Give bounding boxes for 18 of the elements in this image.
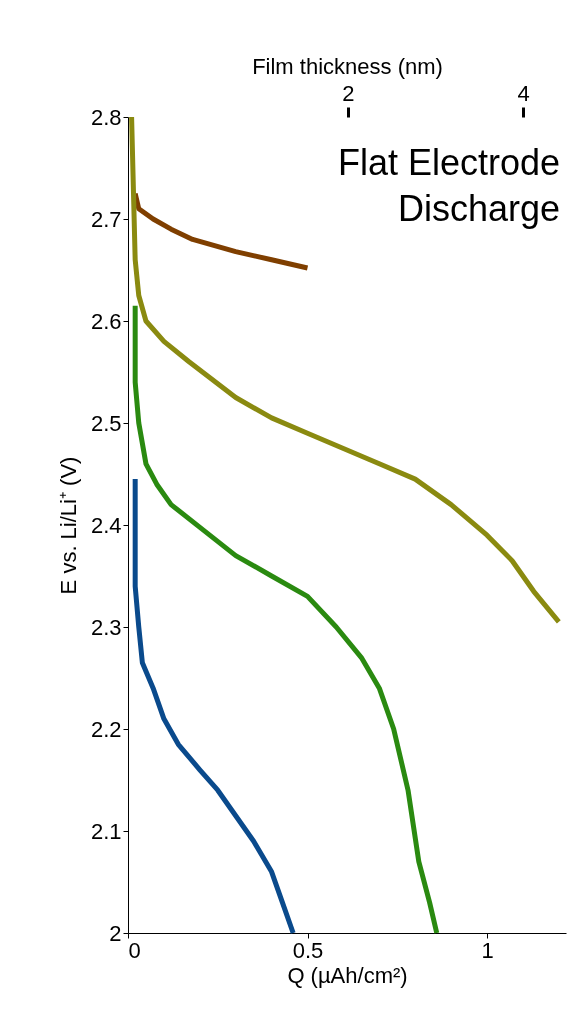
x2-axis-title: Film thickness (nm) xyxy=(252,53,443,79)
x-tick-label: 1 xyxy=(481,937,494,963)
x-tick-label: 0.5 xyxy=(292,937,324,963)
y-tick-label: 2.5 xyxy=(90,410,122,436)
y-tick-label: 2.4 xyxy=(90,512,122,538)
y-axis-title: E vs. Li/Li⁺ (V) xyxy=(55,456,81,595)
y-tick-label: 2 xyxy=(109,920,122,946)
y-tick-label: 2.2 xyxy=(90,716,122,742)
annotation: Flat Electrode Discharge xyxy=(337,142,560,229)
x2-tick-label: 4 xyxy=(517,80,530,106)
y-tick-label: 2.1 xyxy=(90,818,122,844)
x-tick-label: 0 xyxy=(128,937,141,963)
y-tick-label: 2.6 xyxy=(90,308,122,334)
y-tick-label: 2.3 xyxy=(90,614,122,640)
y-tick-label: 2.8 xyxy=(90,104,122,130)
x2-tick-label: 2 xyxy=(342,80,355,106)
x-axis-title: Q (µAh/cm²) xyxy=(287,962,408,988)
y-tick-label: 2.7 xyxy=(90,206,122,232)
